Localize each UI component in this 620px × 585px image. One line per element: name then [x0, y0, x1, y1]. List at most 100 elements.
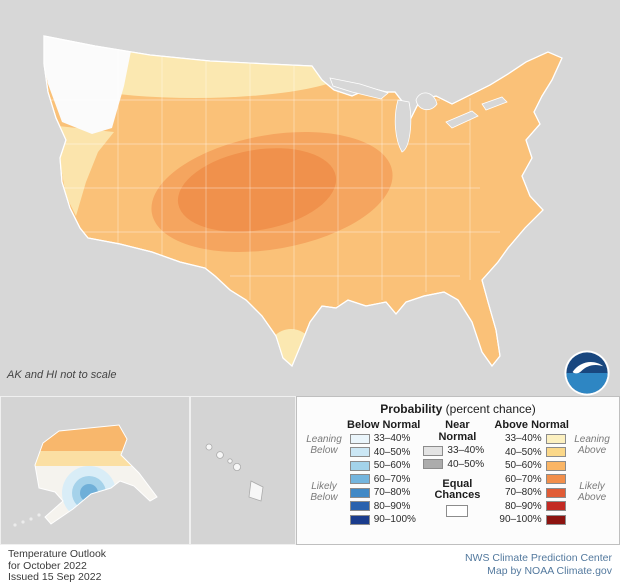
legend-row: 60–70% — [349, 473, 418, 485]
legend-columns: Leaning Below Likely Below Below Normal … — [304, 419, 612, 525]
legend-row: 60–70% — [498, 474, 566, 485]
legend-title-bold: Probability — [380, 402, 443, 416]
legend-row: 70–80% — [349, 487, 418, 498]
legend-row: 70–80% — [498, 487, 566, 498]
legend-row: 90–100% — [498, 514, 566, 525]
central-60-70-region — [177, 148, 337, 232]
probability-swatch — [349, 474, 370, 484]
noaa-logo-icon — [564, 350, 610, 396]
alaska-map — [13, 424, 158, 527]
probability-range-label: 33–40% — [373, 433, 411, 444]
equal-chances-swatch — [446, 504, 469, 517]
probability-swatch — [349, 447, 370, 457]
equal-chances-label: Equal Chances — [434, 477, 481, 501]
source-agency: NWS Climate Prediction Center — [464, 552, 612, 564]
alaska-leaning-above-region — [35, 451, 157, 466]
california-coast-33-40-region — [58, 126, 114, 216]
probability-swatch — [545, 447, 566, 457]
legend-row: 40–50% — [423, 459, 491, 470]
above-side-labels: Leaning Above Likely Above — [572, 419, 612, 525]
pacific-northwest-equal-chances-region — [44, 36, 132, 134]
source-credit: NWS Climate Prediction Center Map by NOA… — [465, 552, 612, 577]
lake-ontario — [481, 96, 508, 111]
probability-range-label: 50–60% — [504, 460, 542, 471]
legend-row: 80–90% — [498, 501, 566, 512]
legend-row: 40–50% — [498, 447, 566, 458]
great-lakes — [329, 77, 508, 153]
legend-row: 33–40% — [423, 445, 491, 456]
probability-range-label: 80–90% — [504, 500, 542, 512]
outlook-issued-date: Issued 15 Sep 2022 — [8, 571, 102, 583]
alaska-inset — [0, 396, 190, 545]
probability-range-label: 70–80% — [504, 487, 542, 498]
probability-swatch — [349, 514, 370, 525]
alaska-above-region — [35, 425, 157, 451]
probability-range-label: 40–50% — [447, 458, 485, 470]
probability-swatch — [545, 487, 566, 498]
below-normal-column: Below Normal 33–40% 40–50% — [347, 419, 420, 525]
near-normal-rows: 33–40% 40–50% — [423, 445, 491, 470]
probability-range-label: 33–40% — [504, 433, 542, 444]
leaning-above-label: Leaning Above — [574, 434, 610, 456]
leaning-below-label: Leaning Below — [306, 434, 342, 456]
likely-above-label: Likely Above — [577, 481, 607, 503]
lake-huron — [415, 92, 438, 110]
probability-swatch — [545, 433, 566, 444]
above-normal-column: Above Normal 33–40% 40–50% — [494, 419, 569, 525]
probability-swatch — [349, 433, 370, 444]
below-normal-rows: 33–40% 40–50% 50–60% — [349, 433, 418, 525]
footer: Temperature Outlook for October 2022 Iss… — [0, 545, 620, 585]
probability-legend: Probability (percent chance) Leaning Bel… — [296, 396, 620, 545]
legend-title: Probability (percent chance) — [304, 402, 612, 416]
probability-range-label: 33–40% — [447, 445, 485, 456]
legend-row: 40–50% — [349, 446, 418, 458]
legend-row: 50–60% — [498, 460, 566, 471]
probability-range-label: 60–70% — [504, 473, 542, 485]
probability-swatch — [423, 445, 444, 456]
probability-swatch — [545, 501, 566, 511]
probability-swatch — [349, 487, 370, 498]
hawaiian-islands — [205, 443, 264, 502]
probability-swatch — [349, 460, 370, 471]
outlook-caption: Temperature Outlook for October 2022 Iss… — [8, 548, 107, 584]
probability-range-label: 60–70% — [373, 473, 411, 485]
hawaii-map — [205, 443, 264, 502]
above-normal-rows: 33–40% 40–50% 50–60% — [498, 433, 566, 525]
probability-range-label: 90–100% — [373, 514, 416, 525]
probability-swatch — [349, 501, 370, 511]
below-side-labels: Leaning Below Likely Below — [304, 419, 344, 525]
outlook-period: for October 2022 — [8, 559, 87, 572]
likely-below-label: Likely Below — [310, 481, 338, 503]
probability-swatch — [423, 459, 444, 469]
near-normal-header: Near Normal — [438, 419, 477, 443]
lake-erie — [445, 110, 479, 129]
source-attribution: Map by NOAA Climate.gov — [487, 564, 612, 577]
noaa-logo — [564, 350, 610, 396]
probability-swatch — [545, 474, 566, 484]
lake-michigan — [394, 99, 412, 153]
probability-swatch — [545, 460, 566, 471]
legend-row: 90–100% — [349, 514, 418, 525]
aleutian-islands — [13, 513, 41, 527]
legend-row: 80–90% — [349, 500, 418, 512]
legend-row: 50–60% — [349, 460, 418, 471]
state-borders — [50, 40, 500, 330]
hawaii-inset — [190, 396, 296, 545]
probability-range-label: 40–50% — [504, 446, 542, 458]
probability-range-label: 90–100% — [499, 514, 542, 525]
conus-map — [43, 35, 563, 367]
probability-range-label: 40–50% — [373, 446, 411, 458]
map-scale-note: AK and HI not to scale — [7, 369, 117, 381]
lake-superior — [329, 77, 389, 100]
near-normal-column: Near Normal 33–40% 40–50% — [423, 419, 491, 525]
outlook-title: Temperature Outlook — [8, 548, 107, 560]
legend-title-rest: (percent chance) — [442, 402, 536, 416]
probability-swatch — [545, 514, 566, 525]
legend-row: 33–40% — [349, 433, 418, 444]
probability-range-label: 50–60% — [373, 460, 411, 471]
probability-range-label: 80–90% — [373, 500, 411, 512]
legend-row: 33–40% — [498, 433, 566, 444]
above-normal-header: Above Normal — [494, 419, 569, 431]
below-normal-header: Below Normal — [347, 419, 421, 431]
